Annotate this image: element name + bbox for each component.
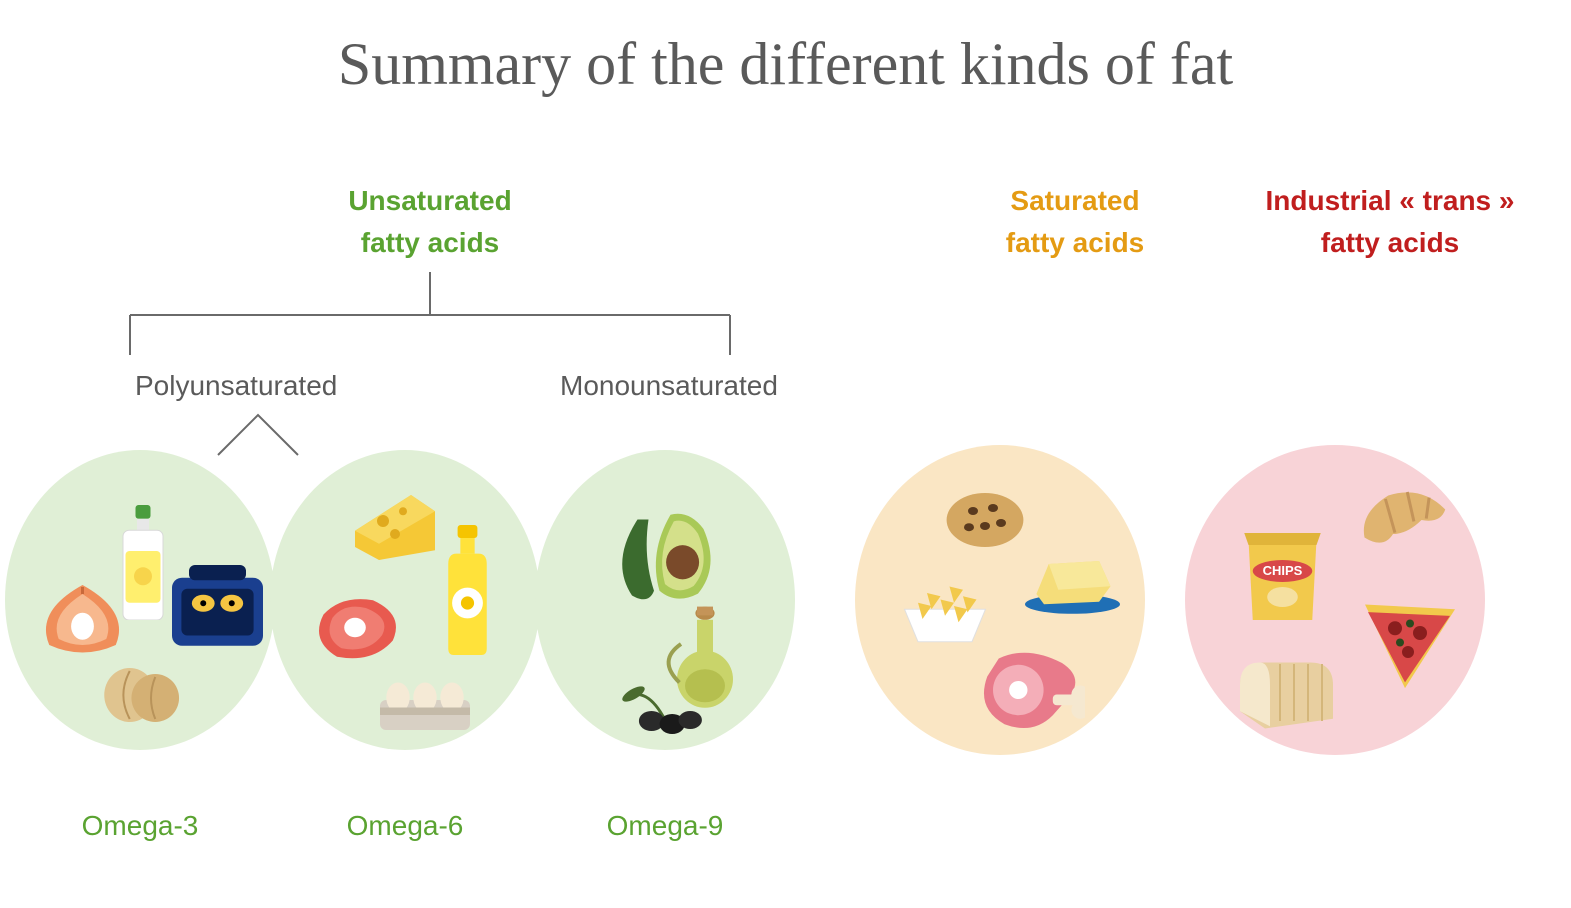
omega-6-label: Omega-6: [325, 810, 485, 842]
butter-icon: [1025, 555, 1120, 615]
sardine-can-icon: [170, 565, 265, 650]
sub-monounsaturated: Monounsaturated: [560, 370, 778, 402]
unsaturated-line1: Unsaturated: [348, 185, 511, 216]
walnuts-icon: [100, 665, 185, 725]
bread-icon: [1235, 655, 1335, 730]
olives-icon: [620, 685, 710, 735]
pizza-icon: [1360, 595, 1460, 690]
category-trans: Industrial « trans » fatty acids: [1220, 180, 1560, 264]
trans-line1: Industrial « trans »: [1266, 185, 1515, 216]
page-title: Summary of the different kinds of fat: [0, 30, 1571, 99]
omega-9-label: Omega-9: [585, 810, 745, 842]
sunflower-oil-icon: [440, 525, 495, 655]
salmon-steak-icon: [35, 585, 130, 660]
croissant-icon: [1355, 485, 1450, 555]
nachos-icon: [900, 580, 990, 645]
ham-icon: [970, 645, 1085, 735]
chips-icon: CHIPS: [1240, 525, 1325, 625]
sub-polyunsaturated: Polyunsaturated: [135, 370, 337, 402]
category-saturated: Saturated fatty acids: [960, 180, 1190, 264]
omega-3-label: Omega-3: [60, 810, 220, 842]
avocado-icon: [610, 510, 720, 605]
trans-line2: fatty acids: [1321, 227, 1460, 258]
eggs-icon: [380, 680, 470, 730]
category-unsaturated: Unsaturated fatty acids: [280, 180, 580, 264]
svg-text:CHIPS: CHIPS: [1263, 563, 1303, 578]
cookie-icon: [945, 490, 1025, 550]
cheese-icon: [355, 495, 435, 560]
saturated-line2: fatty acids: [1006, 227, 1145, 258]
unsaturated-line2: fatty acids: [361, 227, 500, 258]
meat-steak-icon: [310, 595, 400, 660]
saturated-line1: Saturated: [1010, 185, 1139, 216]
